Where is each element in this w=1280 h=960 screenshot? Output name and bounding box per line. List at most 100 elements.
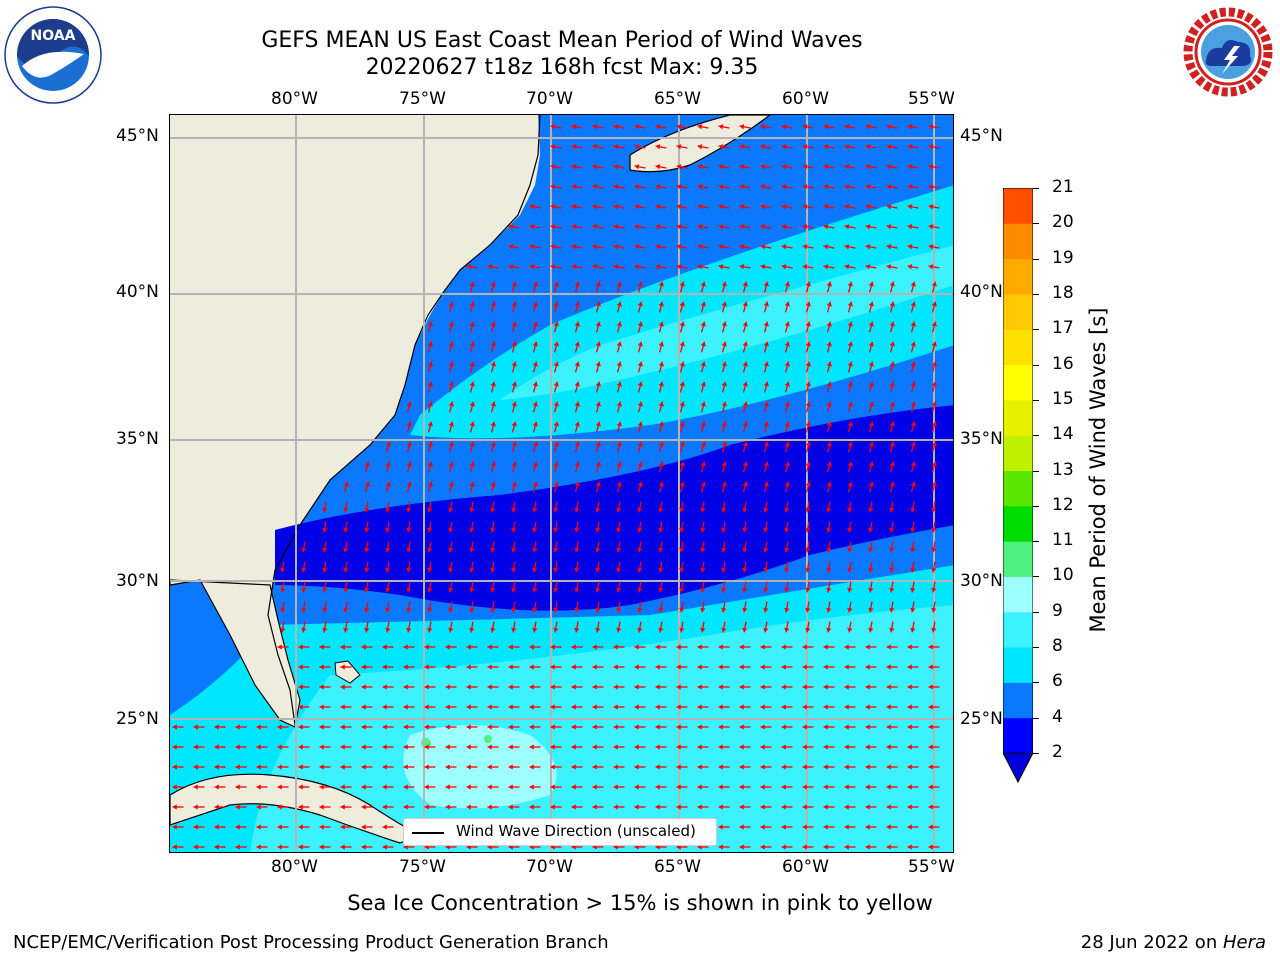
- wave-vector-head: [655, 264, 661, 270]
- colorbar-tick-label: 8: [1052, 636, 1063, 657]
- wave-vector-head: [931, 547, 937, 553]
- wave-vector-head: [763, 321, 769, 327]
- wave-vector-head: [655, 744, 660, 750]
- wave-vector-head: [739, 704, 744, 710]
- plot-title: GEFS MEAN US East Coast Mean Period of W…: [261, 28, 863, 53]
- wave-vector-head: [826, 361, 832, 367]
- wave-vector-head: [679, 481, 685, 487]
- wave-vector-head: [385, 607, 391, 613]
- wave-vector-head: [406, 441, 412, 447]
- wave-vector-head: [802, 844, 807, 850]
- wave-vector-head: [907, 724, 912, 730]
- wave-vector-head: [298, 704, 303, 710]
- wave-vector-head: [847, 381, 853, 387]
- wave-vector-head: [277, 764, 282, 770]
- wave-vector-head: [277, 804, 282, 810]
- wave-vector-head: [322, 607, 328, 613]
- wave-vector-head: [532, 381, 538, 387]
- wave-vector-head: [886, 784, 891, 790]
- colorbar-bin: [1003, 364, 1033, 401]
- wave-vector-head: [172, 744, 177, 750]
- wave-vector-head: [214, 784, 219, 790]
- colorbar-tick-label: 2: [1052, 742, 1063, 762]
- wave-vector-head: [490, 281, 496, 287]
- wave-vector-head: [823, 644, 828, 650]
- wave-vector-head: [595, 607, 601, 613]
- wave-vector-head: [277, 724, 282, 730]
- colorbar-bin: [1003, 541, 1033, 577]
- wave-vector-head: [469, 587, 475, 593]
- wave-vector-head: [886, 124, 892, 130]
- wave-vector-head: [172, 784, 177, 790]
- wave-vector-head: [427, 527, 433, 533]
- wave-vector-head: [385, 481, 391, 487]
- wave-vector-head: [928, 204, 934, 210]
- wave-vector-head: [805, 441, 811, 447]
- wave-vector-head: [172, 764, 177, 770]
- wave-vector-head: [427, 481, 433, 487]
- wave-vector-head: [826, 481, 832, 487]
- wave-vector-head: [574, 461, 580, 467]
- wave-vector-head: [679, 547, 685, 553]
- wave-vector-head: [382, 684, 387, 690]
- wave-vector-head: [802, 824, 807, 830]
- wave-vector-head: [721, 401, 727, 407]
- wave-vector-head: [319, 704, 324, 710]
- legend-label: Wind Wave Direction (unscaled): [456, 822, 696, 840]
- colorbar-extend-triangle: [1002, 752, 1034, 784]
- wave-vector-head: [886, 164, 892, 170]
- wave-vector-head: [868, 587, 874, 593]
- wave-vector-head: [700, 321, 706, 327]
- lat-label-left-2: 40°N: [116, 282, 159, 302]
- wave-vector-head: [553, 507, 559, 513]
- wave-vector-head: [343, 607, 349, 613]
- wave-vector-head: [487, 804, 492, 810]
- lon-label-top-1: 80°W: [271, 89, 318, 109]
- wave-vector-head: [532, 361, 538, 367]
- wave-vector-head: [595, 547, 601, 553]
- wave-vector-head: [280, 587, 286, 593]
- wave-vector-head: [532, 281, 538, 287]
- footer-date-text: 28 Jun 2022 on: [1080, 932, 1223, 953]
- wave-vector-head: [343, 481, 349, 487]
- wave-vector-head: [844, 264, 850, 270]
- wave-vector-head: [655, 184, 661, 190]
- wave-vector-head: [427, 627, 433, 633]
- wave-vector-head: [487, 724, 492, 730]
- lat-label-right-2: 40°N: [960, 282, 1003, 302]
- wave-vector-head: [382, 844, 387, 850]
- wave-vector-head: [298, 764, 303, 770]
- green-speck: [484, 735, 492, 743]
- wave-vector-head: [511, 381, 517, 387]
- wave-vector-head: [718, 664, 723, 670]
- wave-vector-head: [868, 361, 874, 367]
- wave-vector-head: [613, 644, 618, 650]
- wave-vector-head: [760, 844, 765, 850]
- wave-vector-head: [910, 481, 916, 487]
- wave-vector-head: [634, 644, 639, 650]
- wave-vector-head: [508, 764, 513, 770]
- wave-vector-head: [907, 644, 912, 650]
- wave-vector-head: [700, 481, 706, 487]
- wave-vector-head: [868, 401, 874, 407]
- wave-vector-head: [448, 527, 454, 533]
- wave-vector-head: [676, 744, 681, 750]
- wave-vector-head: [616, 607, 622, 613]
- wave-vector-head: [805, 481, 811, 487]
- wave-vector-head: [448, 401, 454, 407]
- wave-vector-head: [427, 341, 433, 347]
- wave-vector-head: [760, 124, 766, 130]
- wave-vector-head: [781, 744, 786, 750]
- wave-vector-head: [532, 441, 538, 447]
- wave-vector-head: [844, 844, 849, 850]
- wave-vector-head: [427, 381, 433, 387]
- wave-vector-head: [529, 204, 535, 210]
- wave-vector-head: [718, 784, 723, 790]
- wave-vector-head: [868, 627, 874, 633]
- wave-vector-head: [802, 644, 807, 650]
- wave-vector-head: [721, 441, 727, 447]
- wave-vector-head: [592, 684, 597, 690]
- colorbar-tick-label: 19: [1052, 247, 1074, 268]
- wave-vector-head: [490, 527, 496, 533]
- wave-vector-head: [928, 804, 933, 810]
